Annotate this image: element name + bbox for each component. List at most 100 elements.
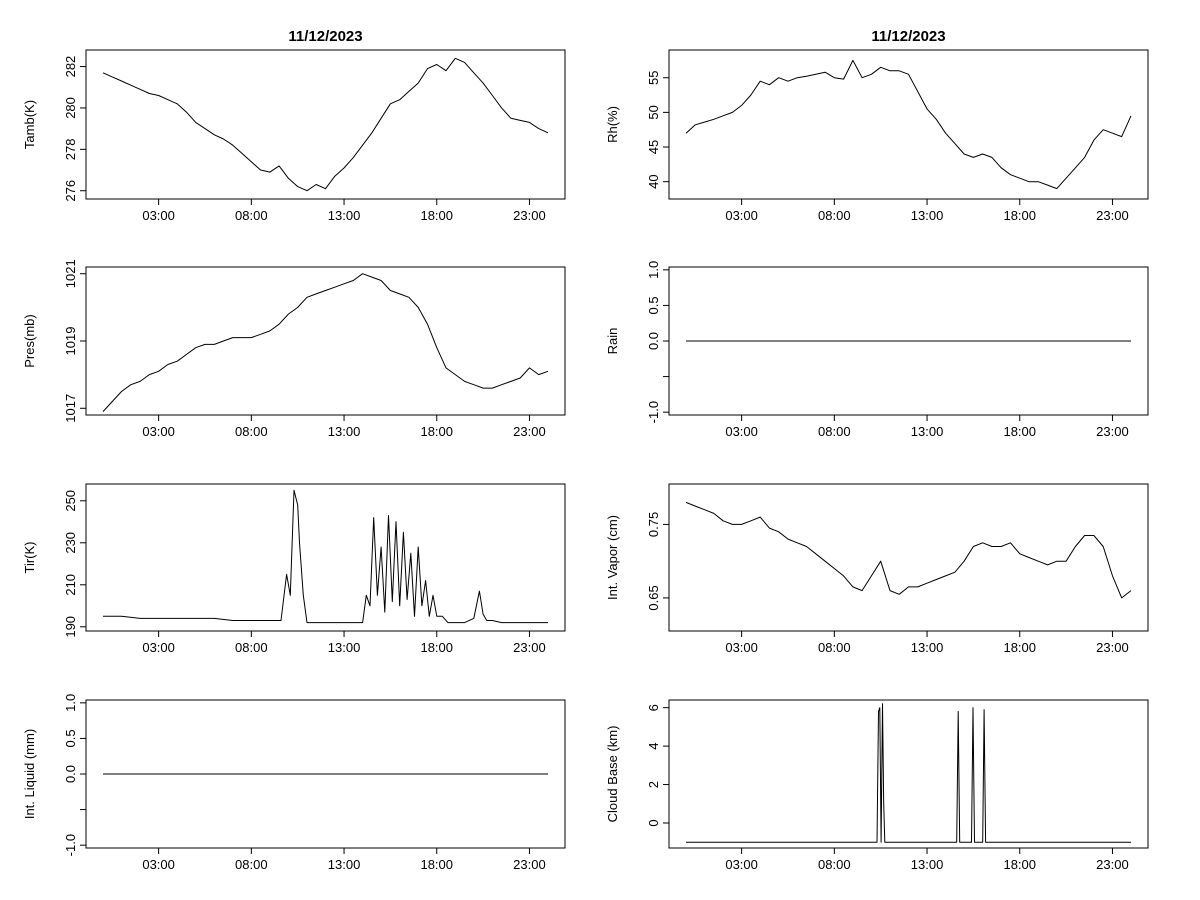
chart-title: 11/12/2023 (288, 28, 362, 45)
x-tick-label: 18:00 (1003, 208, 1036, 223)
x-tick-label: 08:00 (818, 208, 851, 223)
y-tick-label: 1.0 (63, 694, 78, 712)
x-tick-label: 23:00 (1096, 640, 1129, 655)
y-axis-label: Tir(K) (22, 541, 37, 573)
x-tick-label: 23:00 (513, 208, 546, 223)
y-tick-label: 6 (646, 704, 661, 711)
x-tick-label: 03:00 (725, 857, 758, 872)
y-tick-label: 250 (63, 490, 78, 512)
chart-panel-5: 03:00 08:00 13:00 18:00 23:00 0.65 0.75 Int. Va… (605, 483, 1149, 655)
y-tick-label: 0.0 (646, 332, 661, 350)
series-line (102, 273, 549, 412)
x-tick-label: 08:00 (818, 857, 851, 872)
chart-panel-4: 03:00 08:00 13:00 18:00 23:00 190 210 230 250 Tir… (22, 483, 566, 655)
x-tick-label: 03:00 (142, 640, 175, 655)
x-tick-label: 23:00 (1096, 208, 1129, 223)
y-tick-label: 0.65 (646, 585, 661, 610)
chart-panel-0: 11/12/2023 03:00 08:00 13:00 18:00 23:00 276 27… (22, 28, 566, 223)
x-tick-label: 08:00 (818, 424, 851, 439)
x-tick-label: 13:00 (911, 857, 944, 872)
x-tick-label: 23:00 (1096, 857, 1129, 872)
x-tick-label: 18:00 (1003, 640, 1036, 655)
chart-panel-1: 11/12/2023 03:00 08:00 13:00 18:00 23:00 40 45 5… (605, 28, 1149, 223)
x-tick-label: 23:00 (513, 424, 546, 439)
x-tick-label: 03:00 (142, 857, 175, 872)
x-tick-label: 13:00 (328, 208, 361, 223)
y-tick-label: 278 (63, 138, 78, 160)
y-axis-label: Rain (605, 328, 620, 355)
y-tick-label: 1.0 (646, 261, 661, 279)
series-line (102, 57, 549, 192)
y-tick-label: 1017 (63, 394, 78, 423)
y-tick-label: 50 (646, 105, 661, 119)
plot-frame (85, 483, 566, 632)
x-tick-label: 13:00 (328, 424, 361, 439)
series-line (685, 501, 1132, 599)
chart-panel-6: 03:00 08:00 13:00 18:00 23:00 -1.0 0.0 0.5 1.0 In… (22, 694, 566, 872)
x-tick-label: 08:00 (235, 640, 268, 655)
y-axis-label: Int. Liquid (mm) (22, 729, 37, 819)
chart-panel-3: 03:00 08:00 13:00 18:00 23:00 -1.0 0.0 0.5 1.0 Ra… (605, 261, 1149, 439)
x-tick-label: 23:00 (513, 857, 546, 872)
chart-title: 11/12/2023 (871, 28, 945, 45)
y-tick-label: 40 (646, 174, 661, 188)
x-tick-label: 13:00 (911, 208, 944, 223)
series-line (685, 59, 1132, 190)
y-tick-label: -1.0 (63, 834, 78, 856)
x-tick-label: 08:00 (235, 424, 268, 439)
x-tick-label: 13:00 (328, 640, 361, 655)
y-tick-label: 0.5 (63, 729, 78, 747)
plot-frame (668, 49, 1149, 200)
y-tick-label: 1021 (63, 259, 78, 288)
x-tick-label: 18:00 (420, 857, 453, 872)
y-tick-label: 55 (646, 70, 661, 84)
x-tick-label: 23:00 (1096, 424, 1129, 439)
x-tick-label: 18:00 (1003, 424, 1036, 439)
chart-panel-7: 03:00 08:00 13:00 18:00 23:00 0 2 4 6 Cloud Base … (605, 699, 1149, 872)
chart-panel-2: 03:00 08:00 13:00 18:00 23:00 1017 1019 1021 Pre… (22, 259, 566, 439)
y-tick-label: 0.5 (646, 296, 661, 314)
x-tick-label: 03:00 (725, 424, 758, 439)
y-tick-label: 276 (63, 180, 78, 202)
y-tick-label: 2 (646, 781, 661, 788)
y-tick-label: 190 (63, 616, 78, 638)
x-tick-label: 13:00 (911, 424, 944, 439)
y-axis-label: Rh(%) (605, 106, 620, 143)
x-tick-label: 08:00 (235, 208, 268, 223)
y-tick-label: 4 (646, 743, 661, 750)
x-tick-label: 13:00 (911, 640, 944, 655)
y-tick-label: 210 (63, 574, 78, 596)
y-tick-label: 45 (646, 140, 661, 154)
y-tick-label: 280 (63, 97, 78, 119)
x-tick-label: 03:00 (725, 208, 758, 223)
y-tick-label: 0.75 (646, 512, 661, 537)
y-axis-label: Int. Vapor (cm) (605, 515, 620, 600)
x-tick-label: 18:00 (420, 208, 453, 223)
x-tick-label: 08:00 (818, 640, 851, 655)
plot-frame (85, 266, 566, 416)
plot-frame (668, 483, 1149, 632)
plot-frame (668, 699, 1149, 849)
x-tick-label: 23:00 (513, 640, 546, 655)
y-tick-label: 1019 (63, 327, 78, 356)
y-tick-label: 230 (63, 532, 78, 554)
x-tick-label: 03:00 (142, 208, 175, 223)
x-tick-label: 03:00 (725, 640, 758, 655)
x-tick-label: 18:00 (1003, 857, 1036, 872)
y-tick-label: 282 (63, 56, 78, 78)
x-tick-label: 18:00 (420, 424, 453, 439)
y-axis-label: Tamb(K) (22, 100, 37, 149)
x-tick-label: 03:00 (142, 424, 175, 439)
x-tick-label: 18:00 (420, 640, 453, 655)
x-tick-label: 08:00 (235, 857, 268, 872)
y-axis-label: Pres(mb) (22, 314, 37, 367)
y-tick-label: 0 (646, 819, 661, 826)
plot-frame (85, 49, 566, 200)
series-line (686, 703, 1131, 843)
series-line (103, 489, 548, 624)
y-tick-label: -1.0 (646, 401, 661, 423)
x-tick-label: 13:00 (328, 857, 361, 872)
y-axis-label: Cloud Base (km) (605, 726, 620, 823)
y-tick-label: 0.0 (63, 765, 78, 783)
